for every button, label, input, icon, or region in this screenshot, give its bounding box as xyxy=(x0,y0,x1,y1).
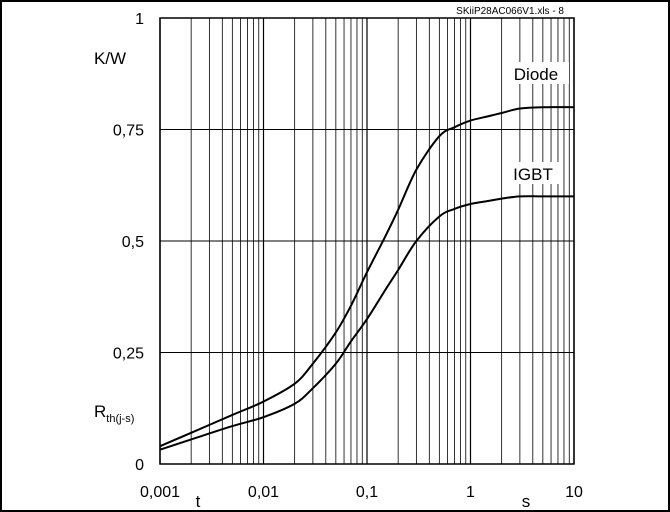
grid xyxy=(159,17,575,465)
series-line-igbt xyxy=(159,195,574,451)
curves xyxy=(159,106,575,451)
y-axis-symbol: Rth(j-s) xyxy=(94,402,134,425)
x-axis-symbol: t xyxy=(196,492,201,511)
y-axis-unit: K/W xyxy=(94,49,126,68)
y-tick-label: 0,5 xyxy=(122,234,144,251)
x-tick-label: 0,1 xyxy=(356,484,378,501)
series-label-diode: Diode xyxy=(514,65,558,84)
tick-labels: 0,001 0,01 0,1 1 10 0 0,25 0,5 0,75 1 xyxy=(113,11,583,501)
x-tick-label: 10 xyxy=(565,484,583,501)
source-note: SKiiP28AC066V1.xls - 8 xyxy=(456,6,564,17)
x-tick-label: 1 xyxy=(466,484,475,501)
series-line-diode xyxy=(159,106,575,448)
y-axis-symbol-sub: th(j-s) xyxy=(106,413,134,425)
y-tick-label: 0,25 xyxy=(113,346,144,363)
series-label-igbt: IGBT xyxy=(513,165,553,184)
diode-label-bg xyxy=(503,62,569,84)
x-tick-label: 0,01 xyxy=(248,484,279,501)
y-tick-label: 0 xyxy=(135,457,144,474)
y-tick-label: 0,75 xyxy=(113,123,144,140)
x-tick-label: 0,001 xyxy=(140,484,180,501)
x-axis-unit: s xyxy=(522,492,531,511)
y-axis-symbol-main: R xyxy=(94,402,106,421)
y-tick-label: 1 xyxy=(135,11,144,28)
plot-border xyxy=(159,17,575,465)
igbt-label-bg xyxy=(506,162,561,184)
